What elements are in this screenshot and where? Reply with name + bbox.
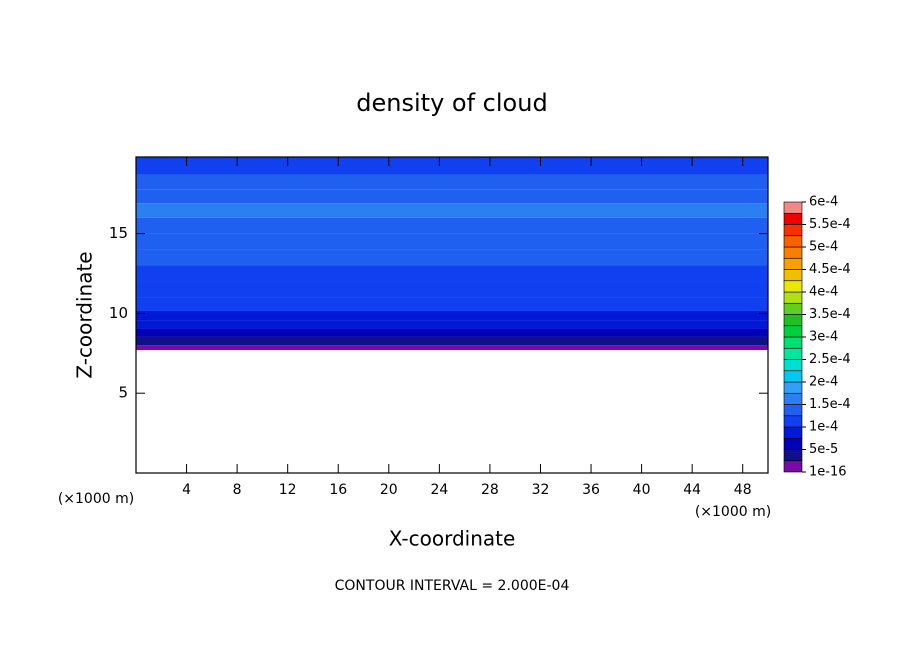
x-tick-label: 4 xyxy=(182,482,191,498)
colorbar-label: 2e-4 xyxy=(809,375,838,390)
contour-band xyxy=(136,217,768,234)
contour-band xyxy=(136,345,768,351)
colorbar-box xyxy=(783,426,803,439)
contour-band xyxy=(136,189,768,204)
colorbar-box xyxy=(783,392,803,405)
contour-band xyxy=(136,249,768,266)
x-tick-label: 20 xyxy=(380,482,398,498)
colorbar-label: 3.5e-4 xyxy=(809,307,851,322)
x-tick-label: 32 xyxy=(532,482,550,498)
colorbar-box xyxy=(783,415,803,428)
colorbar-box xyxy=(783,460,803,473)
contour-band xyxy=(136,174,768,190)
y-tick-label: 15 xyxy=(109,224,128,242)
x-tick-label: 8 xyxy=(233,482,242,498)
colorbar-label: 6e-4 xyxy=(809,195,838,210)
colorbar-label: 2.5e-4 xyxy=(809,352,851,367)
colorbar-label: 4.5e-4 xyxy=(809,262,851,277)
contour-band xyxy=(136,233,768,250)
y-axis-label: Z-coordinate xyxy=(73,251,97,378)
colorbar-label: 1.5e-4 xyxy=(809,397,851,412)
colorbar-box xyxy=(783,437,803,450)
colorbar-label: 3e-4 xyxy=(809,330,838,345)
y-unit: (×1000 m) xyxy=(58,491,134,507)
contour-band xyxy=(136,320,768,329)
x-tick-label: 36 xyxy=(582,482,600,498)
colorbar-box xyxy=(783,302,803,315)
contour-band xyxy=(136,328,768,337)
colorbar-box xyxy=(783,269,803,282)
note: CONTOUR INTERVAL = 2.000E-04 xyxy=(335,578,570,594)
x-unit: (×1000 m) xyxy=(695,504,771,520)
contour-band xyxy=(136,157,768,175)
contour-band xyxy=(136,203,768,218)
contour-band xyxy=(136,311,768,321)
x-tick-label: 16 xyxy=(329,482,347,498)
colorbar-box xyxy=(783,235,803,248)
colorbar-box xyxy=(783,336,803,349)
x-tick-label: 48 xyxy=(734,482,752,498)
chart-title: density of cloud xyxy=(356,89,547,117)
y-tick-label: 5 xyxy=(118,384,128,402)
x-tick-label: 40 xyxy=(633,482,651,498)
colorbar-label: 1e-16 xyxy=(809,465,847,480)
x-axis-label: X-coordinate xyxy=(389,527,516,551)
colorbar-box xyxy=(783,314,803,327)
colorbar-label: 4e-4 xyxy=(809,285,838,300)
colorbar-box xyxy=(783,224,803,237)
colorbar-box xyxy=(783,449,803,462)
colorbar-box xyxy=(783,201,803,214)
x-tick-label: 44 xyxy=(683,482,701,498)
colorbar-box xyxy=(783,359,803,372)
colorbar-box xyxy=(783,212,803,225)
contour-band xyxy=(136,281,768,298)
colorbar-box xyxy=(783,280,803,293)
y-tick-label: 10 xyxy=(109,304,128,322)
colorbar-box xyxy=(783,257,803,270)
colorbar-box xyxy=(783,347,803,360)
contour-band xyxy=(136,297,768,312)
contour-band xyxy=(136,336,768,346)
colorbar-box xyxy=(783,381,803,394)
colorbar-label: 1e-4 xyxy=(809,420,838,435)
colorbar-box xyxy=(783,325,803,338)
colorbar-box xyxy=(783,246,803,259)
colorbar-label: 5e-5 xyxy=(809,442,838,457)
colorbar-label: 5.5e-4 xyxy=(809,217,851,232)
colorbar-box xyxy=(783,291,803,304)
colorbar-box xyxy=(783,404,803,417)
x-tick-label: 28 xyxy=(481,482,499,498)
plot-frame xyxy=(135,156,769,474)
colorbar-box xyxy=(783,370,803,383)
colorbar-label: 5e-4 xyxy=(809,240,838,255)
x-tick-label: 12 xyxy=(279,482,297,498)
contour-band xyxy=(136,265,768,282)
x-tick-label: 24 xyxy=(430,482,448,498)
